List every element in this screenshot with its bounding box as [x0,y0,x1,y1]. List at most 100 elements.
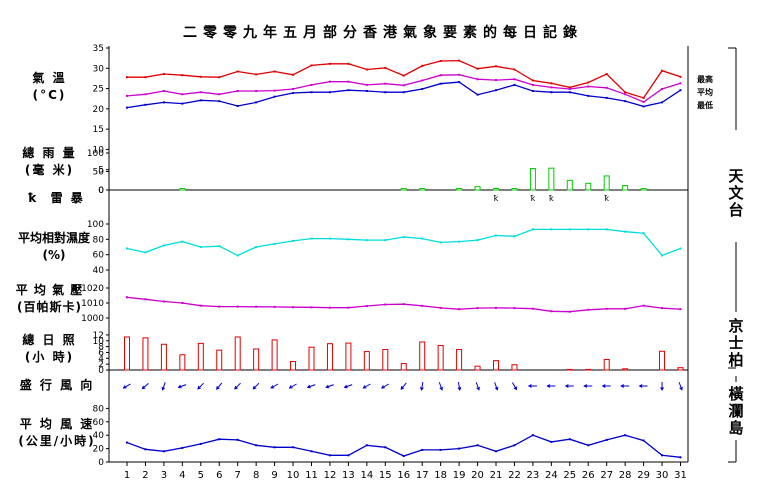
wind-arrow-head [583,384,588,388]
temperature-series-2-point [605,96,608,99]
temperature-series-1-point [421,79,424,82]
wind-arrow-shaft [421,381,424,391]
wind-arrow-head [457,386,462,391]
xtick-label: 9 [271,470,277,481]
wind-arrow [564,384,574,388]
sunshine-bar [142,337,149,371]
wind-arrow-shaft [381,383,390,389]
station-observatory: 天文台 [728,167,744,219]
pressure-line-point [421,304,424,307]
ytick-label: 4 [98,354,104,364]
humidity-line-point [495,234,497,237]
ytick-label: 1020 [81,284,104,294]
temperature-series-2-point [402,91,405,94]
wind-arrow-shaft [289,383,297,389]
temperature-series-1-point [531,83,534,86]
xtick-label: 16 [397,470,410,481]
wind-arrow-shaft [216,382,223,390]
pressure-line-point [162,300,165,303]
xtick-label: 15 [379,470,392,481]
wind-arrow-shaft [197,382,204,390]
rain-bar [585,182,592,191]
pressure-line-point [402,303,405,306]
wind-speed-label: 平 均 風 速 (公里/小時) [18,417,96,448]
wind-arrow-shaft [326,384,334,388]
ytick-label: 0 [98,366,104,376]
sunshine-bar [603,358,610,371]
thunder-marker: ꝁ [531,194,536,203]
humidity-line-point [550,228,553,231]
sunshine-bar [345,342,352,371]
wind-direction-label: 盛 行 風 向 [19,378,95,392]
wind-arrow-shaft [178,384,187,388]
sunshine-bar [400,363,407,371]
wind-arrow-head [638,384,643,388]
temperature-series-2-point [255,101,258,104]
temperature-series-1-point [402,84,405,87]
wind-speed-line-point [347,454,350,457]
wind-arrow-shaft [344,384,353,388]
wind-arrow [325,384,334,389]
temperature-series-1-point [126,94,128,97]
sunshine-bar [659,350,666,371]
temperature-series-0-point [624,91,627,94]
thunder-marker: ꝁ [549,194,554,203]
wind-arrow-head [527,384,532,388]
wind-arrow-head [620,384,625,388]
wind-speed-line [126,434,681,458]
wind-arrow [494,382,499,391]
temperature-series-2-point [328,91,331,94]
sunshine-bar [197,342,204,371]
xtick-label: 23 [527,470,540,481]
ytick-label: 50 [93,168,105,178]
wind-arrow [638,384,648,388]
temperature-series-2-point [384,91,387,94]
wind-arrow [420,381,424,391]
xtick-label: 29 [637,470,650,481]
wind-speed-line-point [476,444,479,447]
wind-arrow-shaft [475,382,480,390]
page-title: 二零零九年五月部分香港氣象要素的每日記錄 [183,25,583,41]
sunshine-bar [290,361,297,371]
wind-speed-line-point [162,450,165,453]
ytick-label: 15 [93,125,104,135]
wind-speed-line-point [273,446,276,449]
wind-arrow-shaft [438,382,443,390]
temperature-series-1-point [292,87,295,90]
thunder-icon: ꝁ [28,191,39,205]
temperature-series-0-point [458,59,461,62]
temperature-series-0-point [531,79,534,82]
wind-arrow-head [141,385,146,390]
xtick-label: 8 [253,470,259,481]
humidity-line-point [199,246,202,248]
wind-arrow-head [325,384,330,389]
temperature-series-0-point [144,76,147,79]
wind-arrow [512,382,517,391]
temperature-legend-2: 最低 [697,100,713,110]
temperature-series-2-point [126,106,128,109]
ytick-label: 35 [93,44,104,54]
ytick-label: 60 [93,418,105,428]
wind-speed-line-point [642,439,645,442]
wind-arrow-head [306,384,311,389]
sunshine-bar [622,368,629,371]
wind-speed-line-point [531,434,534,437]
humidity-line-point [310,237,313,240]
pressure-line-point [531,307,534,310]
wind-arrow [362,383,371,389]
temperature-series-0-point [328,62,331,65]
rain-bar [456,188,463,191]
temperature-series-1-point [218,93,221,96]
humidity-line-point [568,228,571,231]
wind-arrow [177,384,187,389]
sunshine-bar [566,368,573,371]
humidity-label: 平均相對濕度 (%) [17,231,90,262]
wind-arrow-shaft [363,383,371,389]
rain-bar [400,188,407,191]
xtick-label: 5 [198,470,204,481]
temperature-series-0-point [162,72,165,75]
temperature-series-0-point [365,68,368,71]
temperature-series-0-point [273,70,276,73]
wind-arrow-shaft [234,382,241,390]
pressure-line-point [273,305,276,308]
